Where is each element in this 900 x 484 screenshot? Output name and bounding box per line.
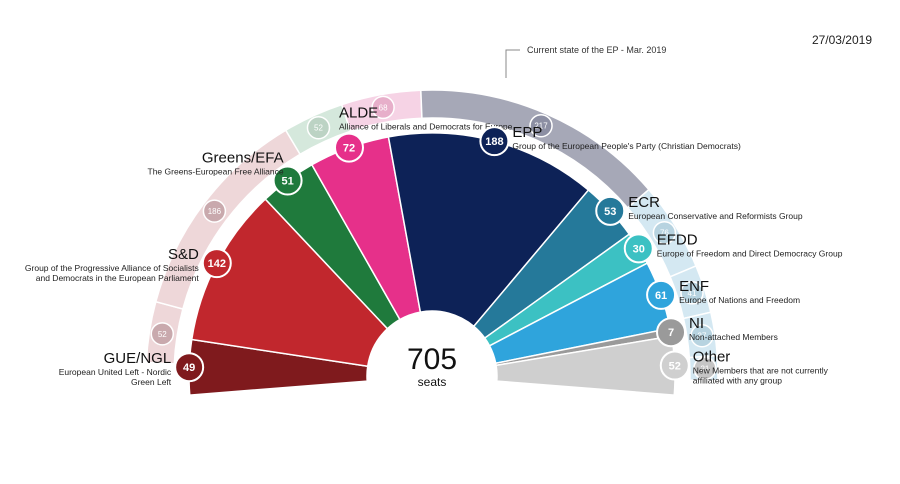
party-name-epp: Group of the European People's Party (Ch…	[512, 141, 741, 151]
party-abbr-ni: NI	[689, 315, 704, 332]
note-leader-line	[505, 49, 520, 78]
seat-count-ni: 7	[668, 327, 674, 339]
previous-badge-efdd	[680, 281, 704, 305]
seat-badge-other	[659, 350, 690, 381]
party-abbr-efdd: EFDD	[657, 231, 698, 248]
party-name-greens: The Greens-European Free Alliance	[148, 167, 284, 177]
previous-seats-enf: 37	[698, 332, 707, 341]
seat-count-ecr: 53	[604, 206, 616, 218]
total-seats-unit: seats	[418, 375, 447, 389]
previous-badge-epp	[529, 113, 553, 138]
party-abbr-gue: GUE/NGL	[104, 350, 172, 367]
party-abbr-greens: Greens/EFA	[202, 150, 284, 167]
seat-arc-sd	[190, 198, 389, 368]
seat-count-sd: 142	[208, 258, 226, 270]
party-name-sd: and Democrats in the European Parliament	[36, 273, 200, 283]
total-seats-value: 705	[407, 343, 457, 376]
current-state-note: Current state of the EP - Mar. 2019	[505, 45, 666, 78]
previous-badge-alde	[371, 95, 395, 120]
party-name-sd: Group of the Progressive Alliance of Soc…	[25, 263, 199, 273]
party-name-gue: European United Left - Nordic	[59, 367, 172, 377]
previous-seats-ni: 21	[700, 364, 709, 373]
current-state-ring: 52 186 52 68 217 76 41 37 21	[145, 89, 719, 382]
party-name-efdd: Europe of Freedom and Direct Democracy G…	[657, 248, 843, 258]
party-name-other: New Members that are not currently	[693, 366, 829, 376]
seat-badge-ni	[656, 317, 687, 348]
party-name-ni: Non-attached Members	[689, 332, 778, 342]
previous-seats-alde: 68	[379, 103, 388, 112]
seat-arc-epp	[387, 132, 590, 328]
seat-badge-efdd	[623, 233, 654, 264]
party-abbr-enf: ENF	[679, 278, 709, 295]
seat-count-alde: 72	[343, 143, 355, 155]
seat-badge-ecr	[595, 195, 626, 226]
current-state-label: Current state of the EP - Mar. 2019	[527, 45, 666, 55]
party-name-gue: Green Left	[131, 377, 172, 387]
seat-count-efdd: 30	[633, 243, 645, 255]
previous-badge-gue	[150, 322, 175, 346]
party-abbr-epp: EPP	[512, 124, 542, 141]
seat-count-epp: 188	[485, 136, 503, 148]
seat-count-other: 52	[669, 361, 681, 373]
previous-badge-sd	[202, 199, 227, 223]
seat-count-enf: 61	[655, 290, 667, 302]
seat-badge-sd	[201, 248, 232, 279]
party-name-other: affiliated with any group	[693, 376, 782, 386]
party-abbr-sd: S&D	[168, 246, 199, 263]
seat-count-greens: 51	[281, 176, 293, 188]
seat-badge-epp	[479, 126, 510, 157]
seat-count-gue: 49	[183, 362, 195, 374]
previous-badge-ni	[693, 356, 717, 381]
center-hole	[370, 314, 494, 438]
previous-seats-efdd: 41	[688, 289, 697, 298]
previous-badge-enf	[690, 323, 714, 348]
previous-seats-sd: 186	[208, 207, 222, 216]
previous-seats-greens: 52	[314, 124, 323, 133]
seat-badge-alde	[333, 132, 364, 163]
new-parliament-ring	[188, 132, 676, 396]
seat-badge-gue	[174, 352, 205, 383]
previous-seats-gue: 52	[158, 330, 167, 339]
party-abbr-ecr: ECR	[628, 194, 660, 211]
party-name-ecr: European Conservative and Reformists Gro…	[628, 211, 803, 221]
date-label: 27/03/2019	[812, 33, 872, 47]
party-abbr-alde: ALDE	[339, 105, 378, 122]
previous-badge-ecr	[652, 220, 677, 245]
seat-badge-greens	[272, 165, 303, 196]
party-name-alde: Alliance of Liberals and Democrats for E…	[339, 122, 513, 132]
previous-seats-ecr: 76	[660, 229, 669, 238]
previous-badge-greens	[306, 115, 331, 140]
previous-seats-epp: 217	[534, 122, 548, 131]
party-abbr-other: Other	[693, 349, 731, 366]
party-name-enf: Europe of Nations and Freedom	[679, 295, 800, 305]
seat-badge-enf	[646, 279, 677, 310]
